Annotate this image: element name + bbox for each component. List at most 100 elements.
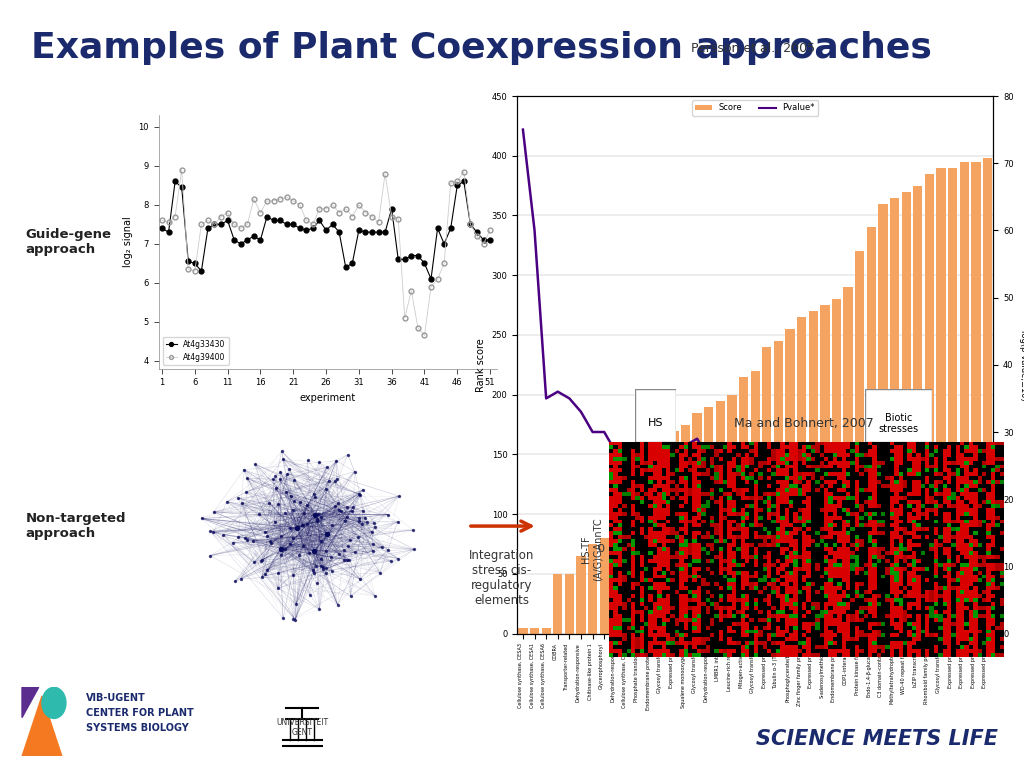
Point (232, 572, 249, 584)
Point (269, 568, 286, 580)
Bar (844, 287, 853, 634)
Point (301, 547, 317, 559)
Point (254, 571, 270, 583)
Point (350, 531, 367, 543)
Point (331, 548, 347, 560)
Point (295, 539, 311, 551)
Point (296, 507, 312, 519)
Point (365, 545, 381, 557)
Point (354, 505, 371, 517)
Point (202, 550, 218, 562)
At4g33430 (398, 255, 411, 264)
Point (263, 537, 280, 549)
Bar (692, 412, 701, 634)
Bar (751, 371, 760, 634)
Bar (866, 227, 876, 634)
Point (365, 538, 381, 551)
Point (318, 483, 335, 495)
Bar (913, 186, 923, 634)
Point (257, 568, 273, 580)
Point (291, 548, 307, 561)
Bar (542, 627, 551, 634)
Point (262, 535, 279, 548)
Point (288, 598, 304, 610)
Y-axis label: log₂ signal: log₂ signal (123, 217, 133, 267)
Text: Integration
stress cis-
regulatory
elements: Integration stress cis- regulatory eleme… (469, 549, 535, 607)
Point (318, 528, 335, 540)
Point (274, 453, 291, 465)
Point (206, 506, 222, 518)
At4g33430 (379, 227, 391, 237)
Point (329, 473, 345, 485)
Text: Persson et al., 2005: Persson et al., 2005 (690, 42, 815, 55)
Point (367, 590, 383, 602)
Point (285, 532, 301, 545)
Point (202, 525, 218, 538)
Point (239, 485, 255, 498)
Point (339, 540, 355, 552)
At4g33430 (425, 274, 437, 283)
Point (247, 458, 263, 470)
Point (339, 501, 355, 513)
Line: At4g33430: At4g33430 (160, 179, 493, 281)
Text: SYSTEMS BIOLOGY: SYSTEMS BIOLOGY (86, 723, 188, 733)
Point (330, 497, 346, 509)
X-axis label: experiment: experiment (300, 393, 355, 403)
Y-axis label: Rank score: Rank score (476, 338, 486, 392)
Bar (762, 347, 771, 634)
At4g33430 (156, 223, 168, 233)
Bar (855, 251, 864, 634)
Point (265, 473, 282, 485)
Point (259, 564, 275, 576)
Point (237, 532, 253, 545)
Point (219, 495, 236, 508)
Bar (774, 341, 783, 634)
At4g39400 (379, 169, 391, 178)
Point (314, 561, 331, 574)
Point (286, 613, 302, 625)
Point (374, 541, 390, 553)
Bar (727, 395, 736, 634)
Bar (681, 425, 690, 634)
Point (292, 496, 308, 508)
Text: SCIENCE MEETS LIFE: SCIENCE MEETS LIFE (757, 729, 998, 749)
Bar (739, 377, 749, 634)
Point (351, 515, 368, 527)
Point (324, 519, 340, 531)
Bar (600, 538, 609, 634)
Point (308, 578, 325, 590)
Point (307, 491, 324, 503)
Point (205, 526, 221, 538)
Point (272, 542, 289, 554)
Point (299, 499, 315, 511)
Point (312, 553, 329, 565)
Point (266, 515, 283, 528)
Point (367, 517, 383, 529)
Point (305, 564, 322, 577)
Point (318, 461, 335, 473)
Bar (657, 436, 667, 634)
Point (270, 498, 287, 510)
Bar (890, 197, 899, 634)
Bar (577, 556, 586, 634)
Text: HS: HS (647, 419, 664, 429)
Point (230, 492, 247, 505)
Point (333, 505, 349, 518)
Circle shape (42, 687, 66, 719)
Point (336, 544, 352, 556)
Bar (831, 299, 841, 634)
Bar (611, 502, 621, 634)
Point (308, 560, 325, 572)
Point (306, 545, 323, 557)
Text: Examples of Plant Coexpression approaches: Examples of Plant Coexpression approache… (31, 31, 932, 65)
Bar (925, 174, 934, 634)
Bar (670, 431, 679, 634)
Point (389, 515, 406, 528)
Point (352, 488, 369, 501)
Bar (623, 478, 632, 634)
Bar (948, 167, 957, 634)
Bar (529, 627, 540, 634)
Point (350, 511, 367, 524)
Point (318, 562, 335, 574)
Text: CENTER FOR PLANT: CENTER FOR PLANT (86, 708, 194, 718)
